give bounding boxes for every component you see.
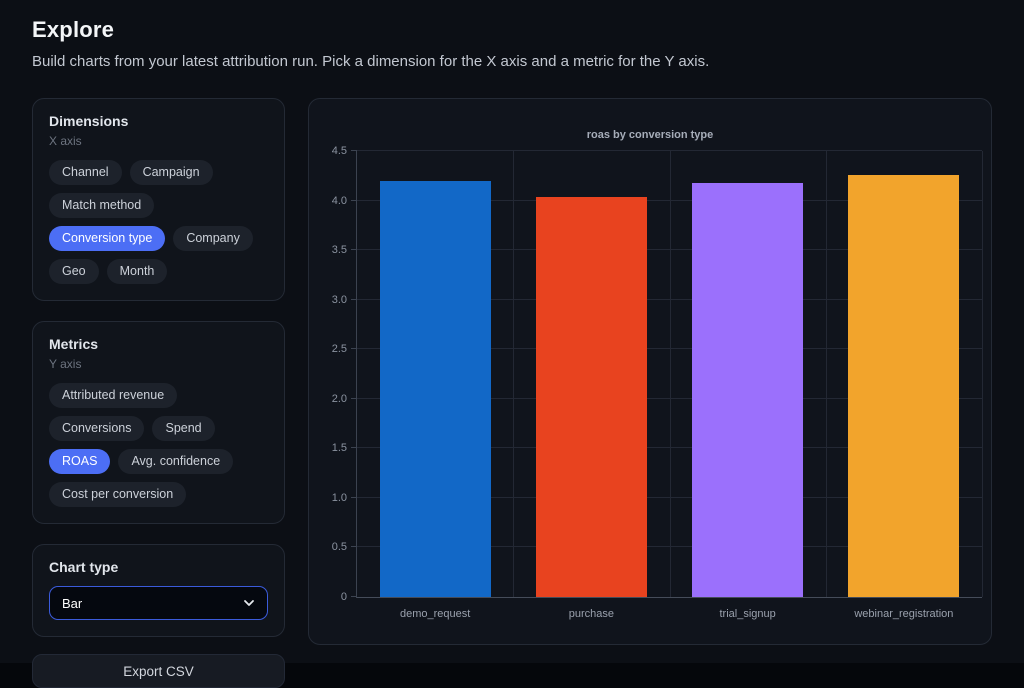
y-axis-tick-mark (351, 298, 357, 300)
bar-demo_request (379, 180, 491, 597)
chart-title: roas by conversion type (586, 129, 714, 141)
metrics-axis-label: Y axis (49, 357, 82, 371)
gridline-x (513, 151, 515, 597)
chart-type-select[interactable]: Bar (49, 586, 268, 620)
chip-attributed-revenue[interactable]: Attributed revenue (49, 383, 178, 408)
metrics-panel: Metrics Y axis Attributed revenue Convers… (32, 321, 285, 524)
y-axis-tick-mark (351, 447, 357, 449)
gridline-x (669, 151, 671, 597)
chip-campaign[interactable]: Campaign (129, 160, 213, 185)
y-axis-tick-label: 2.0 (331, 392, 347, 405)
x-axis-label-demo_request: demo_request (399, 608, 471, 620)
y-axis-tick-mark (351, 397, 357, 399)
x-axis-label-purchase: purchase (568, 608, 614, 620)
y-axis-tick-mark (351, 249, 357, 251)
page-subtitle: Build charts from your latest attributio… (32, 53, 710, 70)
bar-purchase (535, 196, 647, 597)
chip-conversions[interactable]: Conversions (49, 416, 145, 441)
bar-chart-plot-area: 0 0.5 1.0 1.5 2.0 2.5 3.0 3.5 4.0 4.5 demo_request… (332, 145, 983, 620)
y-axis-tick-label: 4.5 (331, 145, 347, 157)
gridline-x (982, 151, 983, 597)
y-axis-tick-mark (351, 150, 357, 151)
y-axis-tick-mark (351, 496, 357, 498)
chip-match-method[interactable]: Match method (49, 193, 155, 218)
y-axis-tick-label: 0 (340, 591, 347, 603)
dimension-chips: Channel Campaign Match method Conversion ty… (49, 160, 268, 284)
y-axis-tick-label: 3.0 (331, 293, 347, 306)
chip-month[interactable]: Month (106, 259, 168, 284)
chart-type-selected-value: Bar (62, 595, 83, 611)
chart-type-panel-title: Chart type (49, 559, 119, 575)
metric-chips: Attributed revenue Conversions Spend ROAS Av… (49, 383, 268, 507)
chip-cost-per-conversion[interactable]: Cost per conversion (49, 482, 187, 507)
explore-page: Explore Build charts from your latest at… (32, 17, 992, 688)
chip-avg-confidence[interactable]: Avg. confidence (118, 449, 234, 474)
dimensions-panel-title: Dimensions (49, 113, 129, 129)
bar-trial_signup (692, 182, 804, 597)
y-axis-tick-label: 3.5 (331, 244, 347, 257)
chevron-down-icon (244, 600, 254, 606)
chip-conversion-type[interactable]: Conversion type (49, 226, 166, 251)
controls-sidebar: Dimensions X axis Channel Campaign Match m… (32, 98, 285, 688)
y-axis-tick-label: 4.0 (331, 194, 347, 207)
chip-spend[interactable]: Spend (152, 416, 215, 441)
y-axis-tick-label: 1.5 (331, 442, 347, 455)
y-axis-tick-mark (351, 546, 357, 548)
bar-slot-trial_signup: trial_signup (670, 151, 826, 620)
x-axis-label-webinar_registration: webinar_registration (854, 608, 954, 620)
chip-channel[interactable]: Channel (49, 160, 122, 185)
dimensions-panel: Dimensions X axis Channel Campaign Match m… (32, 98, 285, 301)
y-axis-tick-mark (351, 596, 357, 597)
main-layout: Dimensions X axis Channel Campaign Match m… (32, 98, 992, 688)
y-axis-tick-label: 0.5 (331, 541, 347, 554)
chart-type-panel: Chart type Bar (32, 544, 285, 637)
metrics-panel-title: Metrics (49, 336, 99, 352)
chip-roas[interactable]: ROAS (49, 449, 111, 474)
chip-geo[interactable]: Geo (49, 259, 99, 284)
y-axis-tick-label: 2.5 (331, 343, 347, 356)
chart-panel: roas by conversion type 0 0.5 1.0 1.5 2.0 2.5… (308, 98, 992, 645)
dimensions-axis-label: X axis (49, 134, 82, 148)
bar-slot-webinar_registration: webinar_registration (826, 151, 982, 620)
page-title: Explore (32, 17, 115, 42)
bar-webinar_registration (848, 174, 960, 597)
x-axis-label-trial_signup: trial_signup (719, 608, 776, 620)
bar-slot-demo_request: demo_request (357, 151, 513, 620)
bar-slot-purchase: purchase (513, 151, 669, 620)
y-axis-tick-mark (351, 199, 357, 201)
y-axis-tick-label: 1.0 (331, 491, 347, 504)
gridline-y-4.5 (357, 150, 982, 151)
y-axis-tick-mark (351, 348, 357, 350)
export-csv-button[interactable]: Export CSV (32, 654, 285, 688)
gridline-x (825, 151, 827, 597)
chip-company[interactable]: Company (173, 226, 253, 251)
